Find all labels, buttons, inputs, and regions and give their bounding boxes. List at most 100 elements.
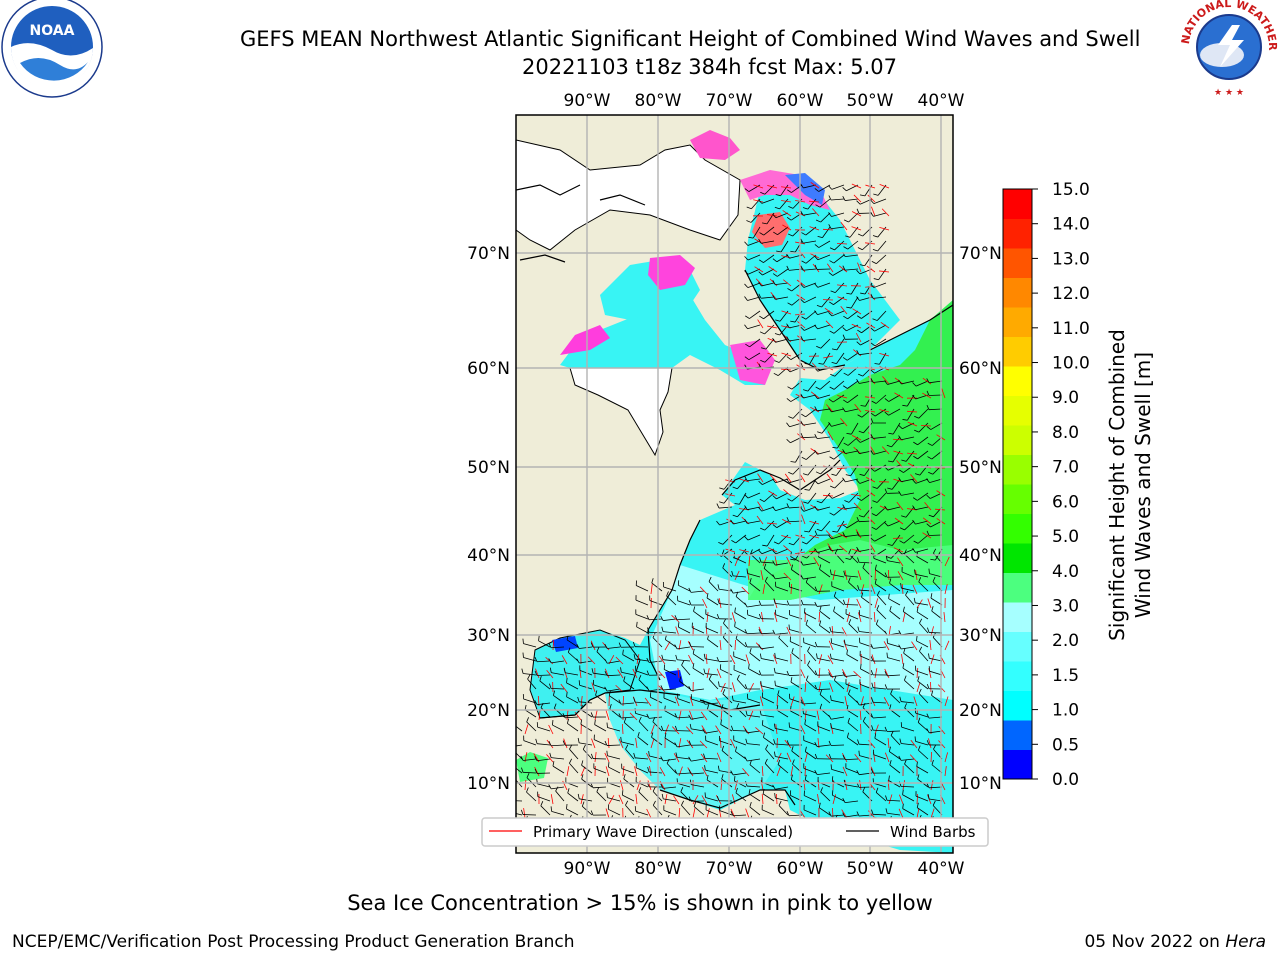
wind-barb-flag [800,599,804,605]
colorbar-tick-label: 4.0 [1052,562,1079,582]
wind-barb-flag [576,643,580,649]
wind-barb-flag [608,690,611,696]
wave-direction-arrow [650,724,655,735]
wave-direction-arrow [893,450,904,455]
wind-barb [594,724,607,732]
colorbar-title-line1: Significant Height of Combined [1105,329,1129,641]
wave-direction-arrow [856,598,862,609]
wind-barb [566,696,579,704]
wave-direction-arrow [797,321,806,329]
wind-barb [761,685,775,690]
wind-barb-flag [534,700,538,705]
wind-barb [540,707,551,718]
wind-barb [705,673,719,676]
wind-barb-flag [814,324,818,330]
wind-barb-flag [790,558,796,561]
wind-barb [872,813,887,816]
wave-direction-arrow [580,696,583,707]
wind-barb-flag [744,188,750,192]
wind-barb [845,814,859,818]
wind-barb [915,380,929,387]
wind-barb-flag [828,398,834,403]
wind-barb-flag [814,641,818,647]
noaa-logo: NOAA [1,0,103,98]
wind-barb-flag [819,606,822,612]
wind-barb-flag [814,548,818,553]
wind-barb [833,324,845,334]
wind-barb [552,724,565,732]
wind-barb-flag [772,560,776,566]
colorbar-tick-label: 2.0 [1052,631,1079,651]
wind-barb-flag [786,478,790,483]
wave-direction-arrow [873,611,876,623]
wind-barb-flag [829,653,832,659]
wind-barb [636,626,649,634]
wave-direction-arrow [767,185,778,189]
wave-direction-arrow [846,598,850,609]
wind-barb-flag [760,359,766,363]
wind-barb-flag [807,646,811,652]
wind-barb-flag [833,675,837,681]
wind-barb [747,534,761,541]
wave-direction-arrow [836,242,848,245]
wind-barb [876,506,887,517]
wave-direction-arrow [678,807,681,819]
wind-barb-flag [903,675,907,681]
wave-direction-arrow [840,305,848,315]
wind-barb-flag [871,682,874,688]
wind-barb-flag [772,629,776,635]
wind-barb-flag [744,728,748,733]
wave-direction-arrow [594,752,597,763]
wind-barb [816,688,831,691]
wind-barb-flag [706,593,709,599]
wind-barb [803,740,817,746]
legend-wind-barbs-label: Wind Barbs [890,823,976,841]
wave-direction-arrow [803,780,806,791]
wind-barb [930,597,943,606]
wind-barb-flag [590,712,594,718]
wind-barb-flag [522,652,524,658]
wind-barb-flag [871,261,877,265]
wind-barb-flag [567,647,571,653]
wind-barb-flag [675,654,678,660]
wave-direction-arrow [809,520,820,525]
wind-barb [905,450,915,462]
wind-barb [848,492,859,503]
wave-direction-arrow [797,335,806,343]
wave-direction-arrow [853,194,862,203]
hudson-strait [560,295,765,385]
wind-barb [916,766,929,774]
wind-barb-flag [933,548,937,554]
wind-barb-flag [857,414,863,418]
wind-barb [719,810,733,816]
wave-direction-arrow [887,780,890,791]
wind-barb [930,520,943,528]
wind-barb [763,254,775,263]
wave-direction-arrow [781,535,792,539]
wind-barb [831,408,845,413]
wind-barb-flag [540,702,544,708]
wind-barb-flag [563,667,566,673]
hudson-bay-area [569,367,673,457]
wind-barb [516,744,523,747]
wind-barb-flag [872,318,878,321]
wind-barb [721,750,733,760]
wind-barb [735,596,747,606]
wind-barb-flag [721,549,725,555]
wind-barb [874,464,887,472]
wind-barb-flag [804,530,810,533]
wave-direction-arrow [761,793,764,805]
lat-left-4: 30°N [467,626,510,646]
lat-left-1: 60°N [467,359,510,379]
wind-barb [567,723,579,732]
wind-barb [763,492,775,502]
wind-barb [877,240,887,252]
lon-bottom-1: 80°W [635,859,682,879]
wind-barb [875,569,887,578]
wind-barb [777,268,789,277]
wave-direction-arrow [587,656,596,665]
wave-direction-arrow [881,446,890,455]
wind-barb-flag [912,519,916,525]
colorbar-title: Significant Height of Combined Wind Wave… [1105,329,1155,641]
wind-barb [747,324,761,330]
